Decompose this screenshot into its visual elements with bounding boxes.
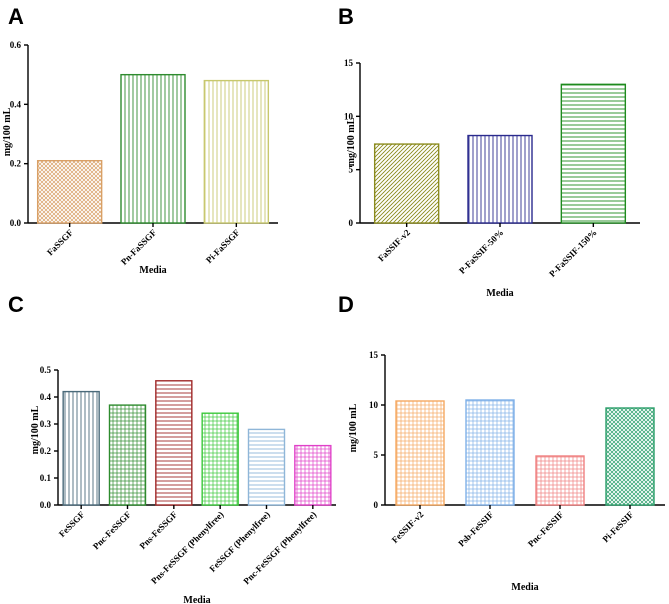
bar-pn-fassgf (120, 73, 186, 224)
x-axis-title: Media (183, 595, 210, 604)
x-tick-label: FaSSGF (45, 227, 75, 257)
y-tick-label: 15 (344, 58, 354, 68)
x-tick-label: Pn-FaSSGF (119, 227, 159, 267)
y-axis-title: mg/100 mL (2, 107, 13, 156)
chart-d: 0 5 10 15 FeSSIF-v2 Psb-FeSSIF Pnc-FeSSIF Pi-Fe… (348, 350, 665, 593)
x-tick-label: P-FaSSIF-150% (547, 227, 599, 279)
x-axis-title: Media (511, 582, 538, 593)
y-tick-label: 0 (374, 500, 379, 510)
x-tick-label: FeSSIF-v2 (390, 509, 426, 545)
y-axis-title: mg/100 mL (346, 117, 357, 166)
x-axis-title: Media (139, 265, 166, 276)
y-tick-label: 0.5 (40, 365, 52, 375)
bar-p-fassif-50 (467, 134, 533, 224)
bar-pns-fessgf-phenylfree (201, 412, 239, 506)
x-tick-label: Pnc-FeSSIF (526, 509, 566, 549)
y-tick-label: 15 (369, 350, 379, 360)
y-tick-label: 5 (349, 165, 354, 175)
bar-fassif-v2 (373, 143, 440, 224)
y-tick-label: 0.3 (40, 419, 52, 429)
chart-c: 0.0 0.1 0.2 0.3 0.4 0.5 FeSSGF Pnc-FeSSGF Pns-Fe… (30, 365, 336, 604)
panel-a: A 0.0 0.2 0.4 0.6 FaSSGF Pn-FaSSGF Pi-FaSSGF Me… (2, 4, 278, 276)
y-tick-label: 0.2 (40, 446, 52, 456)
y-tick-label: 0.4 (10, 99, 22, 109)
y-tick-label: 0.0 (10, 218, 22, 228)
bar-fessgf (62, 390, 100, 506)
x-axis-title: Media (486, 288, 513, 299)
chart-a: 0.0 0.2 0.4 0.6 FaSSGF Pn-FaSSGF Pi-FaSSGF Medi… (2, 40, 278, 276)
y-tick-label: 0 (349, 218, 354, 228)
x-tick-label: Pnc-FeSSGF (91, 509, 133, 551)
y-tick-label: 0.4 (40, 392, 52, 402)
x-tick-label: FaSSIF-v2 (376, 227, 412, 263)
bar-pnc-fessgf-phenylfree (294, 444, 332, 506)
x-tick-label: Pns-FeSSGF (138, 509, 180, 551)
panel-letter-d: D (338, 292, 354, 317)
y-axis-title: mg/100 mL (348, 403, 359, 452)
panel-c: C 0.0 0.1 0.2 0.3 0.4 0.5 FeSSGF Pnc-FeSSGF Pns-… (8, 292, 336, 604)
x-tick-label: Psb-FeSSIF (456, 509, 496, 549)
panel-b: B 0 5 10 15 FaSSIF-v2 P-FaSSIF-50% P-FaSSIF-15… (338, 4, 640, 299)
panel-letter-a: A (8, 4, 24, 29)
bar-pnc-fessif (535, 455, 585, 506)
y-tick-label: 5 (374, 450, 379, 460)
panel-letter-b: B (338, 4, 354, 29)
chart-b: 0 5 10 15 FaSSIF-v2 P-FaSSIF-50% P-FaSSIF-150%… (344, 58, 640, 299)
bar-fessif-v2 (395, 400, 445, 506)
bar-fessgf-phenylfree (247, 428, 286, 506)
panel-letter-c: C (8, 292, 24, 317)
bar-pi-fassgf (203, 79, 270, 224)
y-tick-label: 0.6 (10, 40, 22, 50)
x-tick-label: Pi-FaSSGF (204, 227, 242, 265)
bar-pnc-fessgf (108, 404, 147, 506)
y-axis-title: mg/100 mL (30, 405, 41, 454)
y-tick-label: 0.1 (40, 473, 52, 483)
y-tick-label: 10 (344, 111, 354, 121)
bar-pns-fessgf (155, 380, 193, 506)
bar-p-fassif-150 (560, 83, 627, 224)
bar-pi-fessif (605, 407, 655, 506)
panel-d: D 0 5 10 15 FeSSIF-v2 Psb-FeSSIF Pnc-FeSSIF Pi-… (338, 292, 665, 593)
x-tick-label: P-FaSSIF-50% (457, 227, 505, 275)
x-tick-label: FeSSGF (57, 509, 87, 539)
y-tick-label: 0.0 (40, 500, 52, 510)
bar-fassgf (36, 159, 103, 224)
y-tick-label: 0.2 (10, 159, 22, 169)
y-tick-label: 10 (369, 400, 379, 410)
bar-psb-fessif (465, 399, 515, 506)
x-tick-label: Pi-FeSSIF (600, 509, 635, 544)
